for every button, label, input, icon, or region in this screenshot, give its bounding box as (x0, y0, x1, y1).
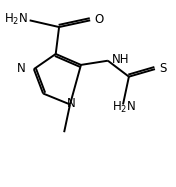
Text: S: S (160, 62, 167, 75)
Text: N: N (17, 62, 26, 75)
Text: O: O (94, 13, 104, 26)
Text: H$_2$N: H$_2$N (112, 100, 136, 115)
Text: N: N (67, 97, 75, 110)
Text: NH: NH (112, 53, 129, 66)
Text: H$_2$N: H$_2$N (4, 12, 28, 27)
